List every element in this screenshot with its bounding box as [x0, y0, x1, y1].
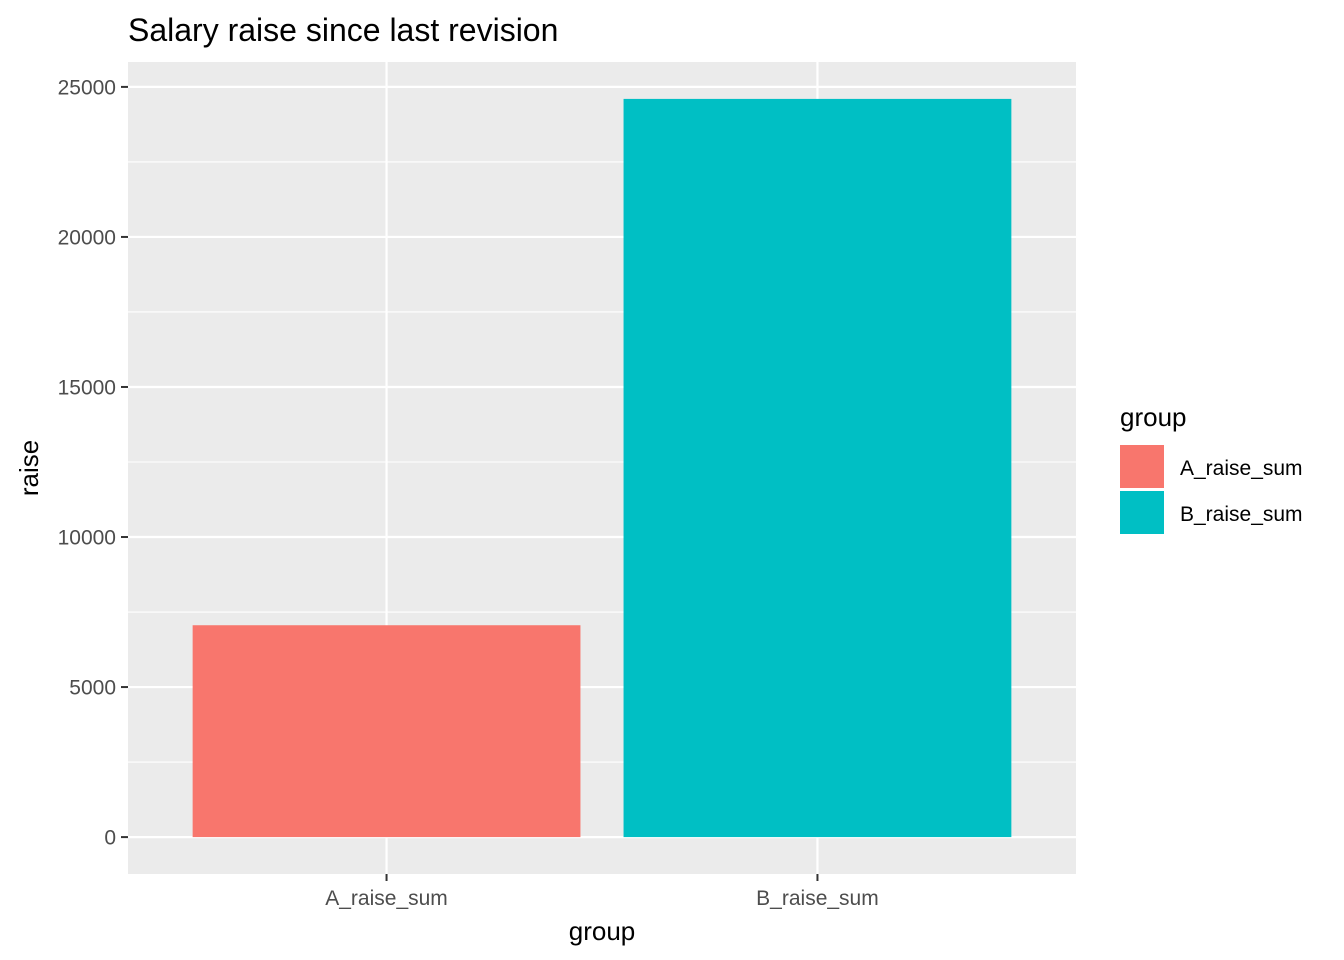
- bars: [192, 98, 1012, 838]
- x-tick-label: A_raise_sum: [325, 887, 448, 910]
- y-tick-label: 10000: [58, 527, 116, 550]
- x-axis-title: group: [569, 916, 636, 946]
- y-tick-label: 5000: [69, 677, 116, 700]
- y-tick-label: 0: [104, 827, 116, 850]
- bar-B_raise_sum: [623, 98, 1012, 838]
- y-tick-label: 25000: [58, 76, 116, 99]
- x-axis: A_raise_sum B_raise_sum: [325, 874, 879, 910]
- legend: group A_raise_sum B_raise_sum: [1120, 402, 1303, 534]
- legend-items: A_raise_sum B_raise_sum: [1120, 445, 1303, 534]
- bar-A_raise_sum: [192, 625, 581, 838]
- legend-label: A_raise_sum: [1180, 457, 1303, 480]
- y-axis: 0 5000 10000 15000 20000 25000: [58, 76, 128, 850]
- legend-label: B_raise_sum: [1180, 503, 1303, 526]
- legend-swatch: [1120, 491, 1164, 534]
- legend-swatch: [1120, 445, 1164, 488]
- x-tick-label: B_raise_sum: [756, 887, 879, 910]
- y-axis-title: raise: [14, 440, 44, 496]
- y-tick-label: 15000: [58, 376, 116, 399]
- chart-title: Salary raise since last revision: [128, 12, 558, 48]
- legend-title: group: [1120, 402, 1187, 432]
- y-tick-label: 20000: [58, 226, 116, 249]
